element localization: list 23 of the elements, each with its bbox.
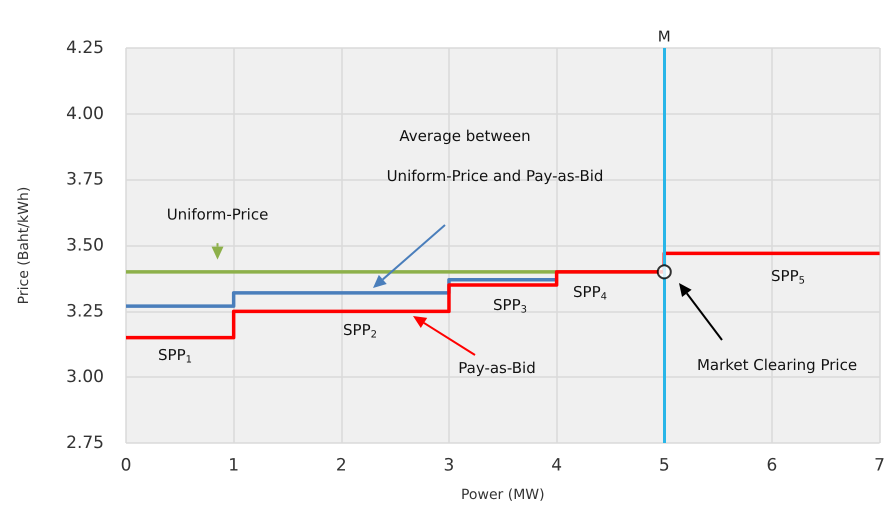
- x-tick-label: 2: [336, 456, 347, 476]
- x-tick-label: 7: [874, 456, 886, 476]
- y-tick-label: 4.00: [66, 104, 104, 124]
- annotation: Average between: [399, 127, 531, 145]
- y-tick-label: 2.75: [66, 433, 104, 453]
- annotation: Pay-as-Bid: [458, 359, 536, 377]
- ref-line-label: M: [658, 28, 671, 46]
- y-tick-label: 3.50: [66, 236, 104, 256]
- annotation: Uniform-Price: [166, 206, 268, 224]
- y-tick-label: 3.75: [66, 170, 104, 190]
- x-tick-label: 5: [658, 456, 670, 476]
- x-axis-title: Power (MW): [460, 487, 545, 503]
- y-tick-label: 3.25: [66, 301, 104, 322]
- y-tick-label: 4.25: [66, 38, 104, 58]
- x-tick-label: 0: [120, 456, 132, 476]
- y-axis-title: Price (Baht/kWh): [16, 186, 32, 304]
- y-tick-label: 3.00: [66, 367, 104, 388]
- x-tick-label: 1: [228, 456, 240, 476]
- annotation: Uniform-Price and Pay-as-Bid: [386, 167, 604, 185]
- x-tick-label: 6: [766, 456, 778, 476]
- annotation: Market Clearing Price: [696, 356, 858, 374]
- x-tick-label: 3: [444, 456, 454, 476]
- x-tick-label: 4: [551, 456, 562, 476]
